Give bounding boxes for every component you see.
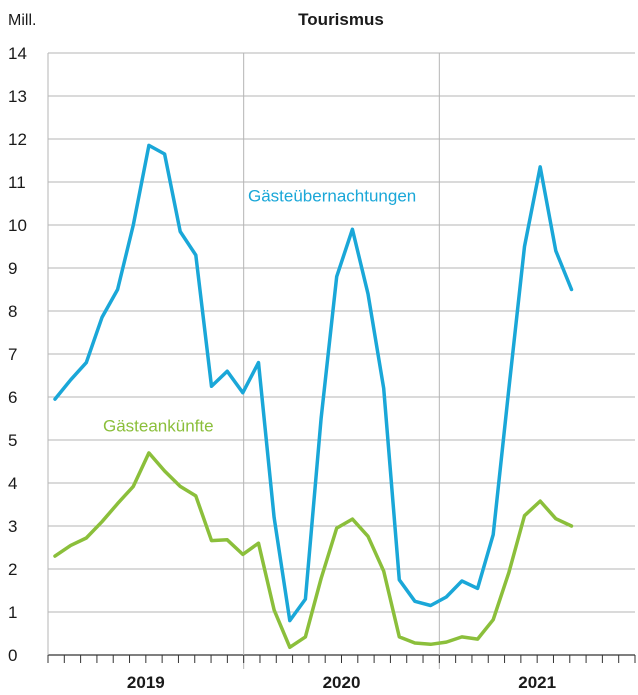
y-tick-label: 6 [8,388,17,407]
series-line-gaesteankuenfte [53,451,574,650]
y-tick-label: 9 [8,259,17,278]
y-tick-label: 8 [8,302,17,321]
series-line-gaesteuebernachtungen [53,143,574,623]
y-tick-label: 10 [8,216,27,235]
y-tick-label: 13 [8,87,27,106]
series-labels: Gästeübernachtungen Gästeankünfte [103,186,416,435]
y-tick-label: 0 [8,646,17,665]
y-tick-label: 14 [8,44,27,63]
y-tick-label: 5 [8,431,17,450]
x-year-label: 2019 [127,673,165,692]
y-tick-label: 3 [8,517,17,536]
y-tick-label: 11 [8,173,26,192]
series-lines [53,143,574,650]
x-year-label: 2021 [518,673,556,692]
x-year-label: 2020 [323,673,361,692]
y-tick-label: 2 [8,560,17,579]
series-label-gaesteuebernachtungen: Gästeübernachtungen [248,186,416,205]
series-label-gaesteankuenfte: Gästeankünfte [103,416,214,435]
gridlines [47,52,635,669]
y-tick-label: 1 [8,603,17,622]
chart-title: Tourismus [298,10,384,29]
y-axis-unit-label: Mill. [8,12,36,29]
y-tick-label: 12 [8,130,27,149]
y-tick-label: 4 [8,474,17,493]
x-axis: 2019 2020 2021 [47,655,636,692]
y-tick-label: 7 [8,345,17,364]
